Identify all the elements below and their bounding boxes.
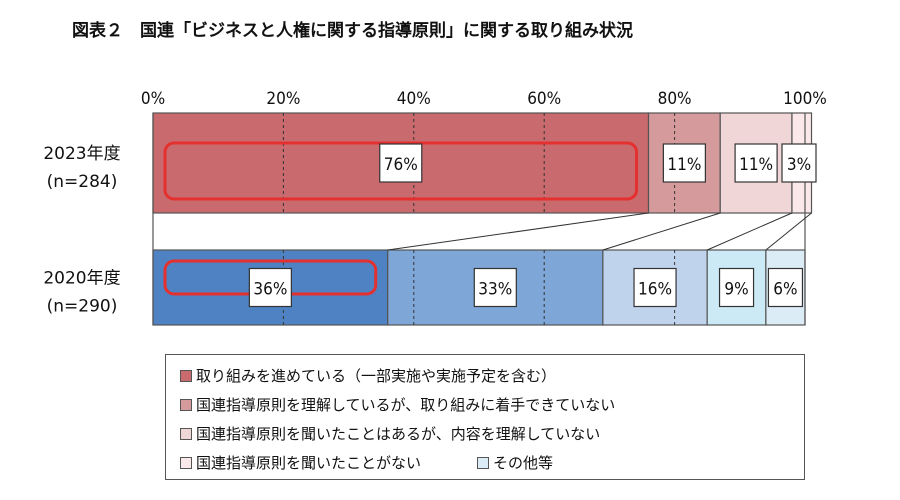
data-label: 76% xyxy=(384,155,418,175)
category-n-label: (n=284) xyxy=(47,172,118,192)
data-label: 36% xyxy=(253,280,287,300)
data-label-box xyxy=(633,267,677,308)
legend-item-progressing: 取り組みを進めている（一部実施や実施予定を含む） xyxy=(180,365,556,386)
data-label: 3% xyxy=(787,155,811,175)
legend-row: 国連指導原則を聞いたことがない その他等 xyxy=(180,448,804,477)
legend-item-heard-not-understood: 国連指導原則を聞いたことはあるが、内容を理解していない xyxy=(180,423,600,444)
legend-swatch xyxy=(180,398,192,411)
legend-label: その他等 xyxy=(493,454,554,472)
data-label-box xyxy=(767,267,804,308)
highlight-box xyxy=(163,141,639,201)
legend-row: 取り組みを進めている（一部実施や実施予定を含む） xyxy=(180,361,804,390)
connector-line xyxy=(706,212,793,251)
legend-label: 国連指導原則を理解しているが、取り組みに着手できていない xyxy=(196,396,616,414)
connector-line xyxy=(765,212,812,251)
legend-swatch xyxy=(477,456,490,469)
data-label: 9% xyxy=(724,280,748,300)
data-label: 16% xyxy=(638,280,672,300)
data-label: 11% xyxy=(739,155,773,175)
legend-label: 国連指導原則を聞いたことはあるが、内容を理解していない xyxy=(196,425,601,443)
connector-line xyxy=(602,212,721,251)
data-label-box xyxy=(734,143,778,183)
category-n-label: (n=290) xyxy=(47,297,118,317)
legend-item-never-heard: 国連指導原則を聞いたことがない xyxy=(180,452,421,473)
legend-swatch xyxy=(180,369,192,382)
data-label-box xyxy=(379,143,423,183)
x-tick-label: 80% xyxy=(658,89,692,109)
category-year-label: 2023年度 xyxy=(43,144,120,164)
category-year-label: 2020年度 xyxy=(43,269,120,289)
legend-swatch xyxy=(180,456,192,469)
legend-item-understand-not-started: 国連指導原則を理解しているが、取り組みに着手できていない xyxy=(180,394,615,415)
legend-row: 国連指導原則を理解しているが、取り組みに着手できていない xyxy=(180,390,804,419)
legend-row: 国連指導原則を聞いたことはあるが、内容を理解していない xyxy=(180,419,804,448)
legend-label: 取り組みを進めている（一部実施や実施予定を含む） xyxy=(196,367,557,385)
legend-label: 国連指導原則を聞いたことがない xyxy=(196,454,422,472)
data-label-box xyxy=(473,267,517,308)
x-tick-label: 20% xyxy=(266,89,300,109)
x-tick-label: 60% xyxy=(527,89,561,109)
data-label-box xyxy=(718,267,755,308)
legend-swatch xyxy=(180,427,192,440)
chart-legend: 取り組みを進めている（一部実施や実施予定を含む） 国連指導原則を理解しているが、… xyxy=(165,354,805,480)
chart-title: 図表２ 国連「ビジネスと人権に関する指導原則」に関する取り組み状況 xyxy=(72,21,633,41)
x-tick-label: 40% xyxy=(397,89,431,109)
legend-item-other: その他等 xyxy=(477,452,553,473)
data-label-box xyxy=(781,143,817,183)
x-tick-label: 0% xyxy=(141,89,165,109)
data-label: 11% xyxy=(667,155,701,175)
x-tick-label: 100% xyxy=(783,89,827,109)
data-label-box xyxy=(662,143,706,183)
connector-line xyxy=(387,212,649,251)
data-label: 6% xyxy=(773,280,797,300)
data-label: 33% xyxy=(478,280,512,300)
data-label-box xyxy=(248,267,292,308)
